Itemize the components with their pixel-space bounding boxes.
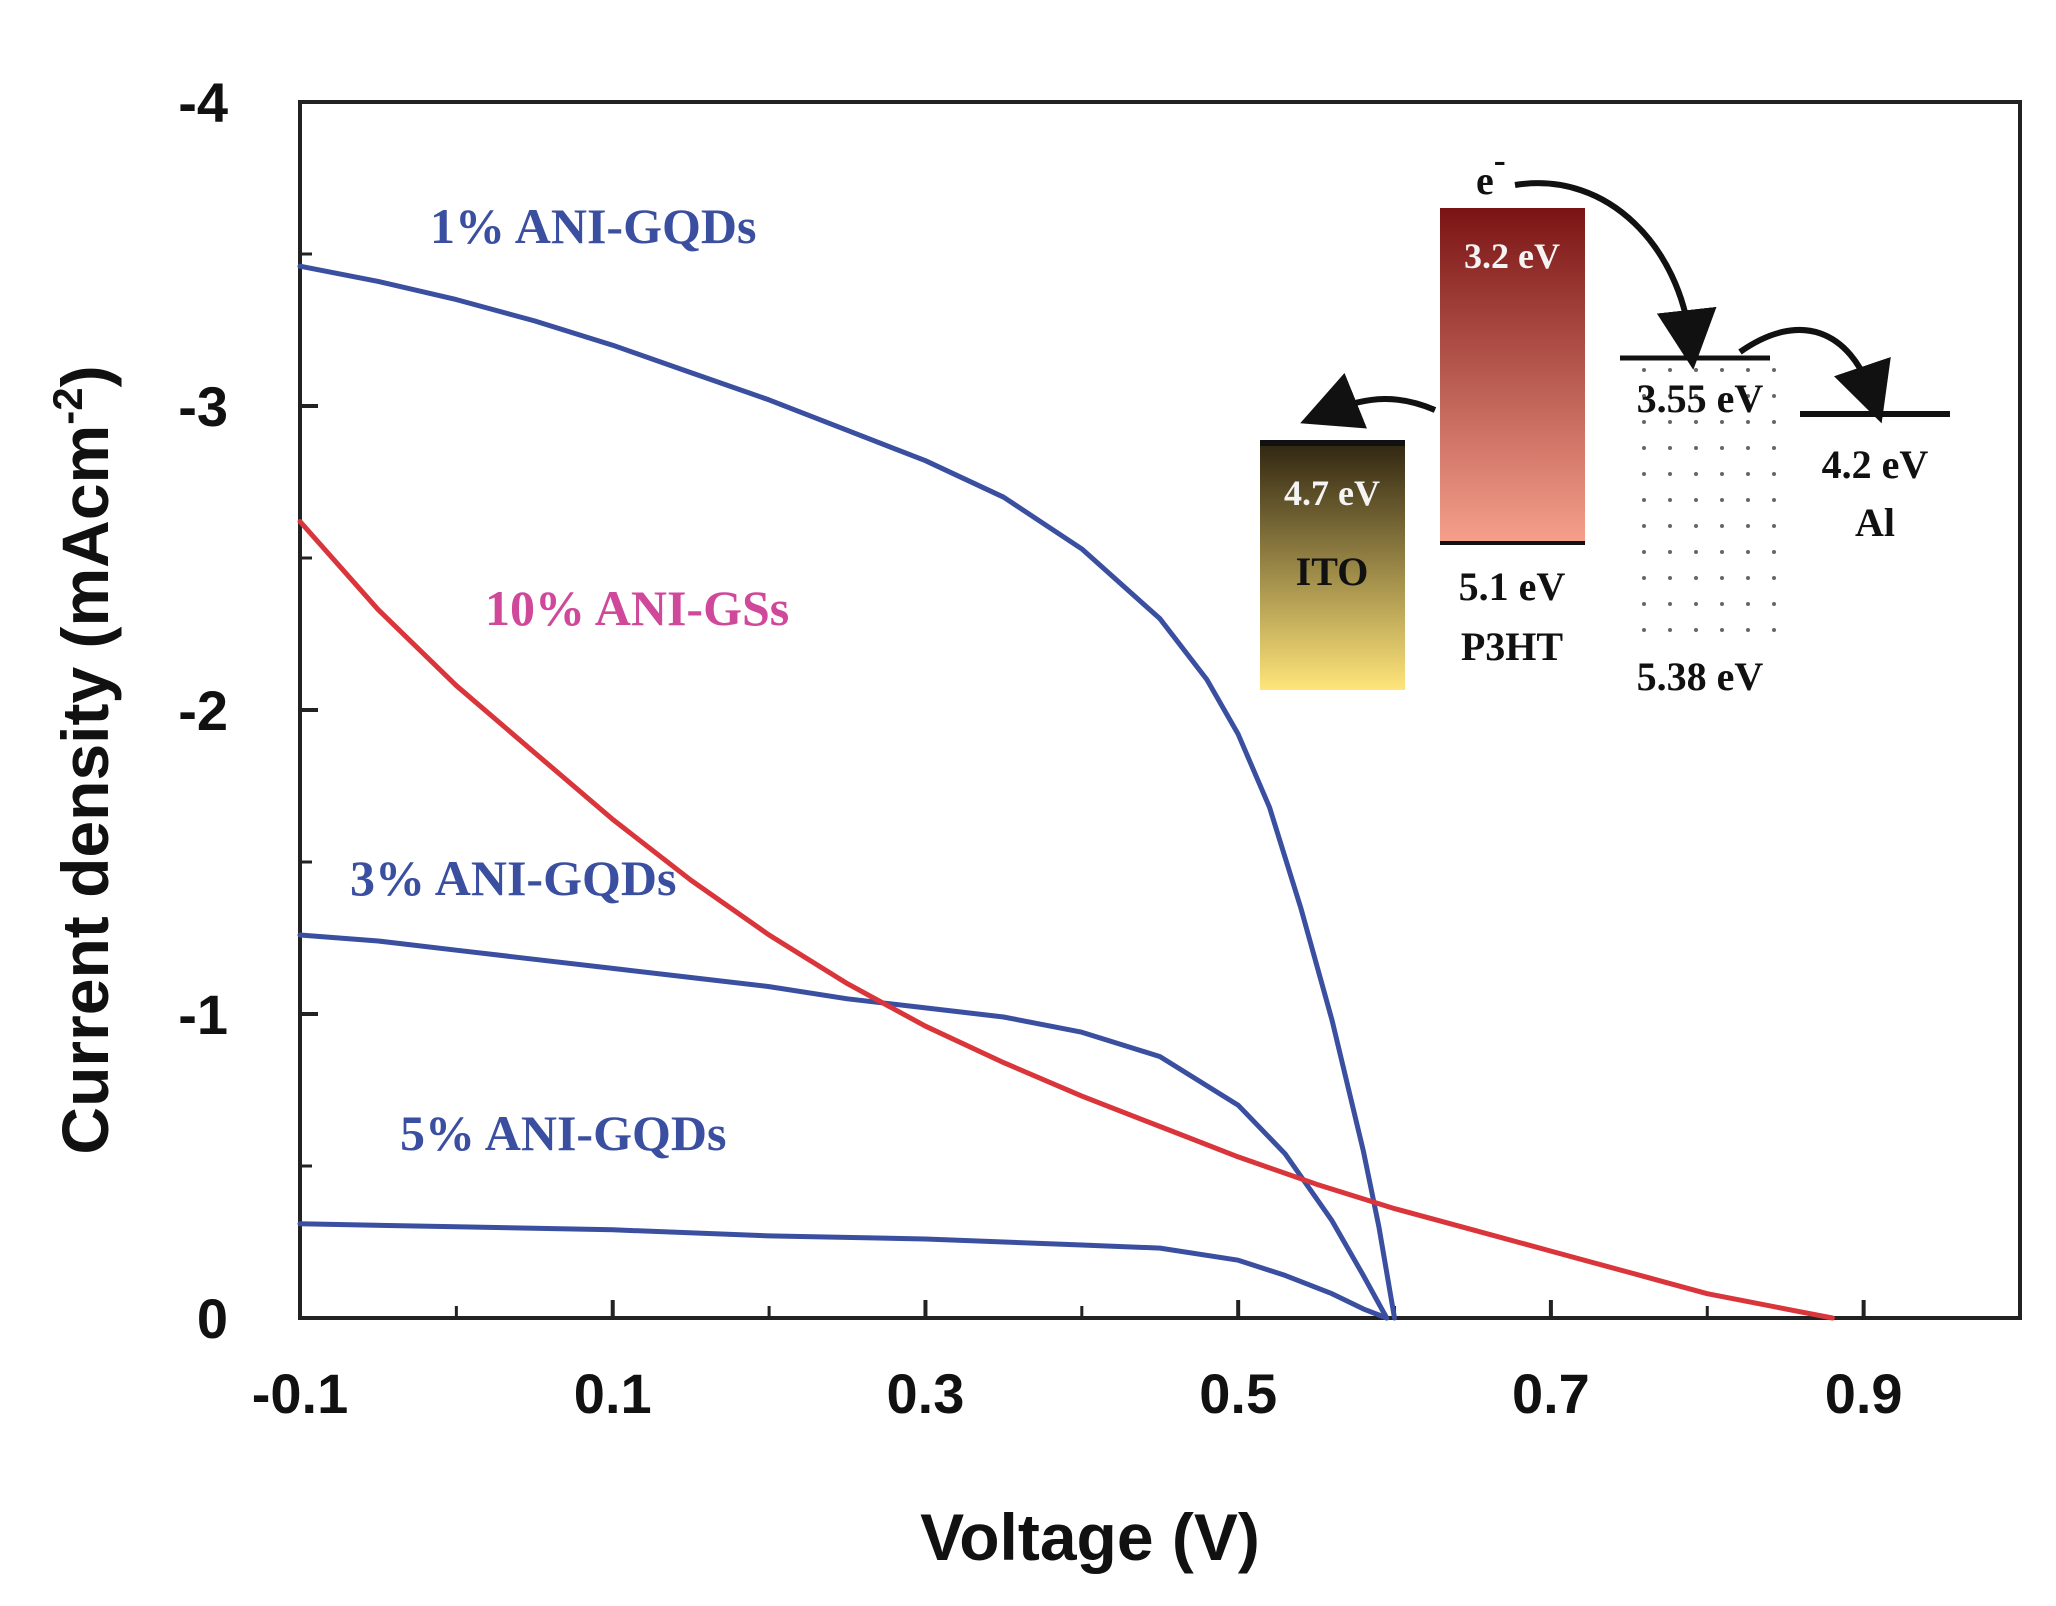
acceptor-dotted-region (1620, 360, 1780, 645)
al-level-label: 4.2 eV (1822, 442, 1929, 487)
hole-arrow-to-ito (1300, 372, 1437, 429)
x-tick-label: -0.1 (252, 1362, 349, 1425)
electron-label: e- (1476, 140, 1506, 203)
ticks: -0.1 0.1 0.3 0.5 0.7 0.9 0 -1 -2 -3 -4 (178, 71, 1902, 1425)
series-label-3pct: 3% ANI-GQDs (350, 850, 676, 906)
x-tick-label: 0.3 (887, 1362, 965, 1425)
p3ht-name-label: P3HT (1461, 624, 1564, 669)
y-tick-label: -2 (178, 679, 228, 742)
x-axis-title: Voltage (V) (920, 1500, 1260, 1574)
x-tick-label: 0.1 (574, 1362, 652, 1425)
electron-arrow-to-al (1738, 326, 1891, 424)
series-lines (297, 263, 1835, 1321)
series-line-2 (297, 1221, 1390, 1321)
y-axis-title-close: ) (48, 365, 122, 387)
x-tick-label: 0.9 (1825, 1362, 1903, 1425)
electron-symbol: e (1476, 158, 1494, 203)
y-tick-label: -1 (178, 983, 228, 1046)
series-line-3 (297, 519, 1835, 1321)
acceptor-lumo-label: 3.55 eV (1637, 376, 1764, 421)
al-name-label: Al (1855, 500, 1895, 545)
x-tick-label: 0.7 (1512, 1362, 1590, 1425)
ito-block (1260, 440, 1405, 690)
y-axis-title: Current density (mAcm-2) (44, 365, 122, 1154)
p3ht-block (1440, 208, 1585, 543)
electron-sup: - (1494, 140, 1506, 180)
p3ht-homo-label: 5.1 eV (1459, 564, 1566, 609)
p3ht-lumo-label: 3.2 eV (1464, 236, 1560, 276)
ito-level-label: 4.7 eV (1284, 473, 1380, 513)
acceptor-homo-label: 5.38 eV (1637, 654, 1764, 699)
y-axis-title-sup: -2 (44, 387, 91, 424)
series-label-5pct: 5% ANI-GQDs (400, 1105, 726, 1161)
y-tick-label: -3 (178, 375, 228, 438)
series-label-1pct: 1% ANI-GQDs (430, 198, 756, 254)
series-label-10pct: 10% ANI-GSs (485, 580, 789, 636)
series-line-0 (297, 263, 1397, 1321)
x-tick-label: 0.5 (1199, 1362, 1277, 1425)
y-axis-title-main: Current density (mAcm (48, 425, 122, 1155)
y-tick-label: -4 (178, 71, 228, 134)
electron-arrow-to-acceptor (1514, 180, 1717, 370)
y-tick-label: 0 (197, 1287, 228, 1350)
energy-level-inset: 4.7 eV ITO 3.2 eV 5.1 eV P3HT 3.55 eV 5.… (1260, 140, 1950, 699)
ito-name-label: ITO (1296, 549, 1369, 594)
